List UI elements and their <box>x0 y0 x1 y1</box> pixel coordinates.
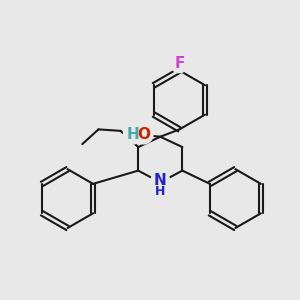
Text: O: O <box>137 127 150 142</box>
Circle shape <box>123 125 142 144</box>
Circle shape <box>170 54 189 73</box>
Text: N: N <box>154 173 167 188</box>
Text: H: H <box>127 127 139 142</box>
Text: F: F <box>174 56 184 70</box>
Text: H: H <box>155 185 166 198</box>
Circle shape <box>134 125 153 144</box>
Circle shape <box>151 171 170 190</box>
